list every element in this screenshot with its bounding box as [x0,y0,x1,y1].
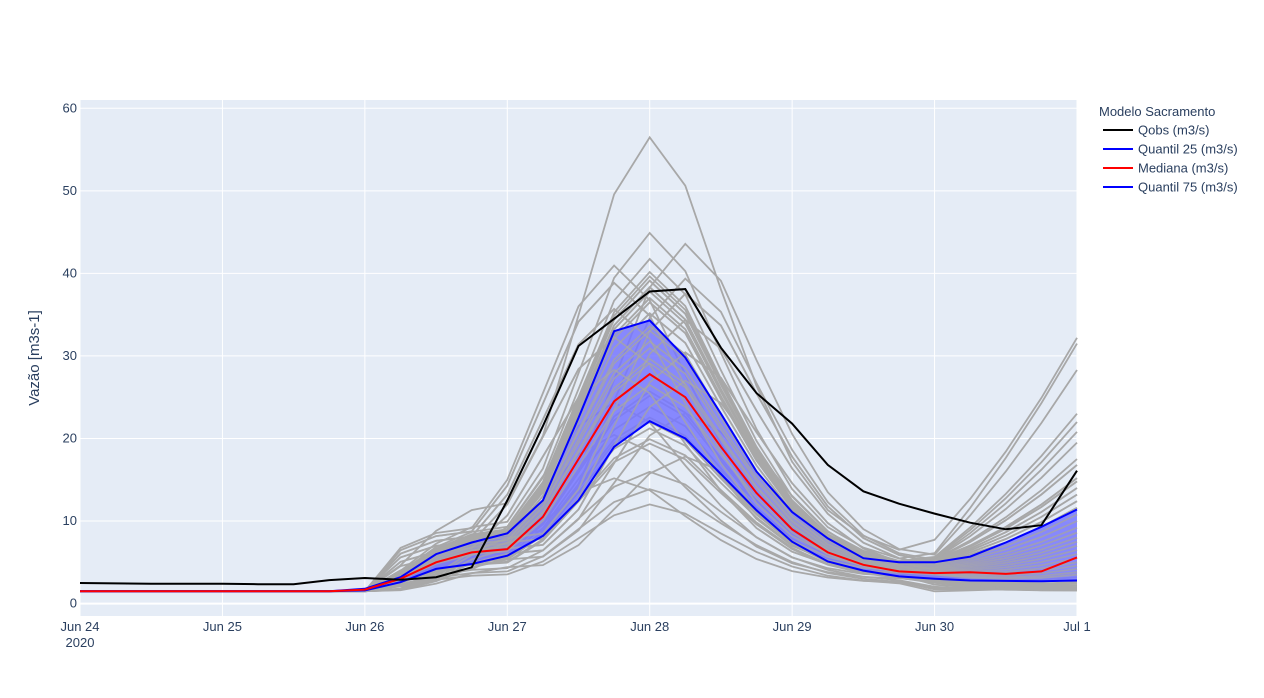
x-tick-label: Jun 27 [488,619,527,634]
y-tick-label: 0 [70,596,77,611]
y-tick-label: 30 [63,348,77,363]
quantile-fill [80,320,1077,592]
legend-label: Mediana (m3/s) [1138,161,1228,176]
x-axis-ticks: Jun 24 Jun 25 Jun 26 Jun 27 Jun 28 Jun 29 Jun … [60,619,1090,650]
x-tick-label: Jun 29 [773,619,812,634]
legend-title: Modelo Sacramento [1099,104,1215,119]
x-tick-label: Jun 28 [630,619,669,634]
legend-label: Quantil 75 (m3/s) [1138,180,1238,195]
series-line-median [80,372,1078,593]
legend-label: Qobs (m3/s) [1138,123,1210,138]
x-year-label: 2020 [66,635,95,650]
legend[interactable]: Modelo Sacramento Qobs (m3/s) Quantil 25 … [1099,104,1238,195]
legend-item[interactable]: Qobs (m3/s) [1103,123,1210,138]
y-tick-label: 20 [63,430,77,445]
y-tick-label: 50 [63,183,77,198]
y-axis-title: Vazão [m3s-1] [26,310,43,406]
legend-item[interactable]: Quantil 75 (m3/s) [1103,180,1238,195]
legend-label: Quantil 25 (m3/s) [1138,142,1238,157]
y-axis-ticks: 0 10 20 30 40 50 60 [63,100,77,610]
x-tick-label: Jun 30 [915,619,954,634]
x-tick-label: Jun 24 [60,619,99,634]
y-tick-label: 40 [63,265,77,280]
legend-item[interactable]: Quantil 25 (m3/s) [1103,142,1238,157]
legend-item[interactable]: Mediana (m3/s) [1103,161,1228,176]
series-lines [79,288,1078,593]
y-tick-label: 10 [63,513,77,528]
series-line-qobs [79,288,1078,586]
x-tick-label: Jun 26 [345,619,384,634]
x-tick-label: Jul 1 [1063,619,1090,634]
x-tick-label: Jun 25 [203,619,242,634]
y-tick-label: 60 [63,100,77,115]
